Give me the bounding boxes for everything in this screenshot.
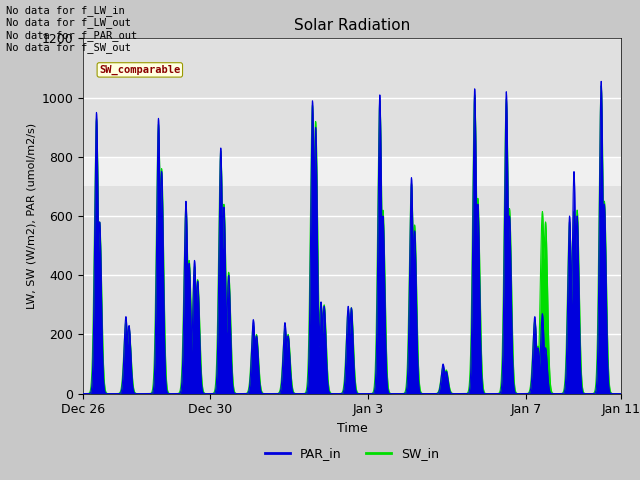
Text: No data for f_LW_in
No data for f_LW_out
No data for f_PAR_out
No data for f_SW_: No data for f_LW_in No data for f_LW_out…	[6, 5, 138, 53]
Legend: PAR_in, SW_in: PAR_in, SW_in	[260, 443, 444, 466]
Text: SW_comparable: SW_comparable	[99, 65, 180, 75]
Y-axis label: LW, SW (W/m2), PAR (umol/m2/s): LW, SW (W/m2), PAR (umol/m2/s)	[26, 123, 36, 309]
X-axis label: Time: Time	[337, 422, 367, 435]
Title: Solar Radiation: Solar Radiation	[294, 18, 410, 33]
Bar	[83, 157, 621, 186]
